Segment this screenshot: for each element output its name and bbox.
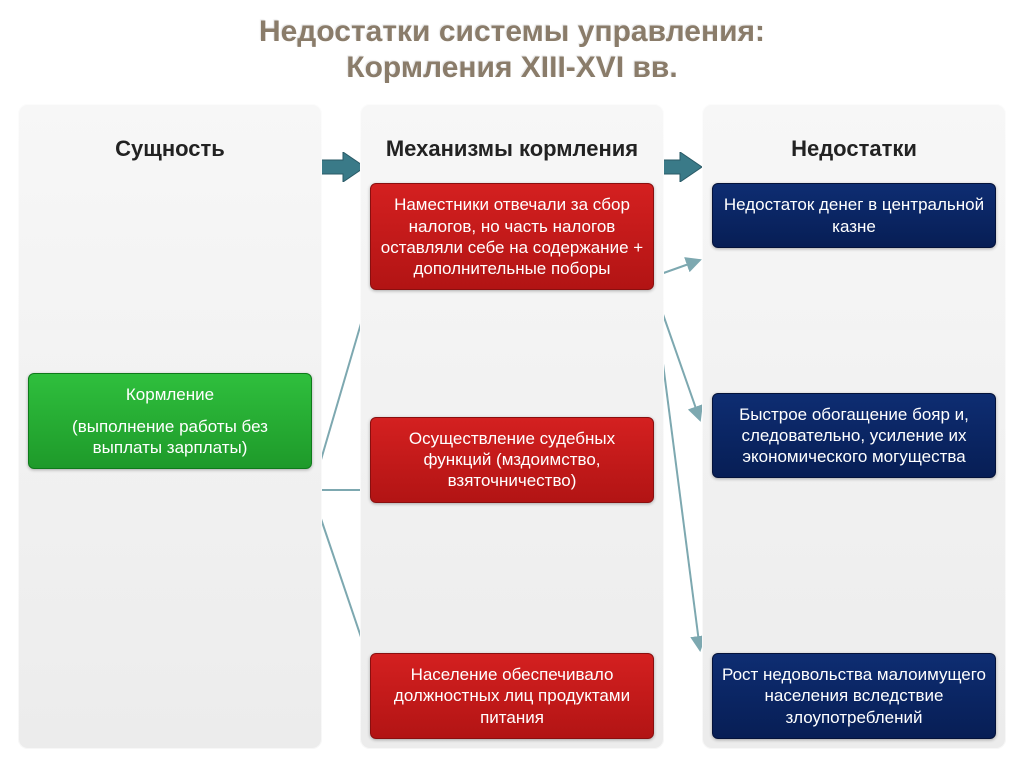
column-essence: Сущность Кормление (выполнение работы бе…	[18, 104, 322, 749]
column-header-mechanisms: Механизмы кормления	[370, 114, 654, 183]
page-title: Недостатки системы управления: Кормления…	[0, 0, 1024, 94]
mechanism-block-3: Население обеспечивало должностных лиц п…	[370, 653, 654, 739]
title-line-2: Кормления XIII-XVI вв.	[346, 51, 677, 84]
essence-line-2: (выполнение работы без выплаты зарплаты)	[37, 416, 303, 459]
column-header-drawbacks: Недостатки	[712, 114, 996, 183]
column-body-mechanisms: Наместники отвечали за сбор налогов, но …	[370, 183, 654, 739]
drawback-block-3: Рост недовольства малоимущего населения …	[712, 653, 996, 739]
column-body-essence: Кормление (выполнение работы без выплаты…	[28, 183, 312, 739]
essence-block: Кормление (выполнение работы без выплаты…	[28, 373, 312, 469]
drawback-block-1: Недостаток денег в центральной казне	[712, 183, 996, 248]
essence-line-1: Кормление	[37, 384, 303, 405]
mechanism-block-1: Наместники отвечали за сбор налогов, но …	[370, 183, 654, 290]
column-body-drawbacks: Недостаток денег в центральной казне Быс…	[712, 183, 996, 739]
mechanism-block-2: Осуществление судебных функций (мздоимст…	[370, 417, 654, 503]
column-header-essence: Сущность	[28, 114, 312, 183]
column-mechanisms: Механизмы кормления Наместники отвечали …	[360, 104, 664, 749]
title-line-1: Недостатки системы управления:	[259, 15, 765, 48]
drawback-block-2: Быстрое обогащение бояр и, следовательно…	[712, 393, 996, 479]
column-drawbacks: Недостатки Недостаток денег в центрально…	[702, 104, 1006, 749]
columns-container: Сущность Кормление (выполнение работы бе…	[18, 104, 1006, 749]
